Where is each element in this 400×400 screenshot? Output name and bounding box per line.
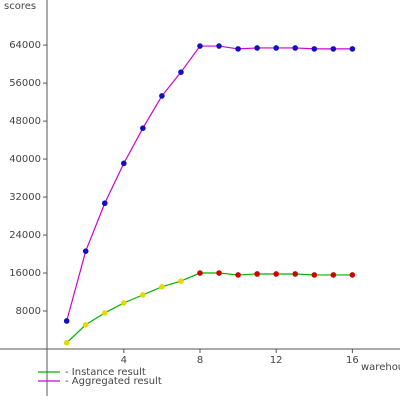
series-line — [66, 45, 353, 322]
point — [216, 43, 222, 49]
x-axis-label: warehouses — [361, 362, 400, 373]
point — [292, 271, 299, 277]
point — [197, 43, 203, 49]
y-tick-label: 16000 — [9, 268, 41, 279]
legend-label: - Instance result — [65, 367, 146, 378]
point — [254, 45, 260, 51]
point — [63, 318, 70, 324]
point — [82, 248, 89, 254]
y-tick-label: 32000 — [9, 192, 41, 203]
point — [235, 272, 241, 278]
point — [330, 46, 337, 52]
point — [140, 125, 146, 132]
point — [311, 46, 318, 52]
point — [254, 271, 260, 277]
point — [273, 45, 279, 51]
point — [292, 45, 299, 51]
point — [197, 270, 203, 276]
point — [349, 272, 356, 278]
point — [82, 321, 89, 328]
point — [178, 278, 184, 284]
point — [235, 46, 241, 52]
x-tick-label: 16 — [346, 355, 359, 366]
x-tick-label: 8 — [197, 355, 203, 366]
point — [101, 200, 108, 207]
point — [121, 300, 127, 306]
point — [349, 46, 356, 52]
point — [159, 93, 165, 99]
series-line — [66, 272, 353, 344]
point — [330, 272, 337, 278]
y-tick-label: 8000 — [16, 306, 41, 317]
x-tick-label: 12 — [270, 355, 283, 366]
y-tick-label: 64000 — [9, 40, 41, 51]
y-tick-label: 40000 — [9, 154, 41, 165]
point — [178, 69, 184, 75]
point — [311, 272, 318, 278]
y-tick-label: 48000 — [9, 116, 41, 127]
point — [140, 292, 146, 298]
x-tick-label: 4 — [121, 355, 127, 366]
y-tick-label: 56000 — [9, 78, 41, 89]
point — [216, 270, 222, 276]
legend-label: - Aggregated result — [65, 376, 162, 387]
point — [273, 271, 279, 277]
y-axis-label: scores — [4, 1, 36, 12]
y-tick-label: 24000 — [9, 230, 41, 241]
point — [121, 160, 127, 167]
point — [63, 340, 70, 346]
point — [159, 283, 165, 290]
point — [101, 310, 108, 316]
